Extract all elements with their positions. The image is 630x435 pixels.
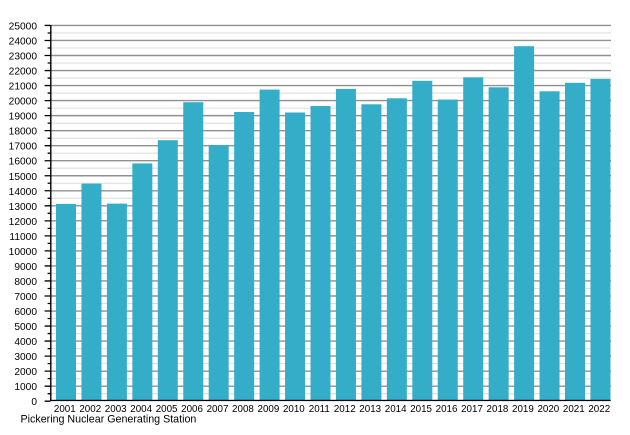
svg-text:2019: 2019 — [512, 404, 534, 415]
svg-text:25000: 25000 — [9, 21, 38, 32]
svg-text:2008: 2008 — [232, 404, 254, 415]
svg-text:2011: 2011 — [309, 404, 330, 415]
svg-text:2010: 2010 — [283, 404, 305, 415]
svg-text:2022: 2022 — [588, 404, 610, 415]
svg-text:2009: 2009 — [258, 404, 280, 415]
svg-text:2002: 2002 — [79, 404, 101, 415]
svg-text:4000: 4000 — [14, 337, 37, 348]
svg-text:15000: 15000 — [9, 172, 38, 183]
svg-text:Pickering Nuclear Generating S: Pickering Nuclear Generating Station — [21, 414, 197, 426]
svg-text:3000: 3000 — [14, 352, 37, 363]
svg-text:21000: 21000 — [9, 82, 38, 93]
svg-text:2020: 2020 — [537, 404, 559, 415]
svg-text:9000: 9000 — [14, 262, 37, 273]
svg-text:2013: 2013 — [359, 404, 381, 415]
svg-text:12000: 12000 — [9, 217, 38, 228]
svg-text:6000: 6000 — [14, 307, 37, 318]
svg-text:2016: 2016 — [436, 404, 458, 415]
svg-text:23000: 23000 — [9, 52, 38, 63]
svg-text:10000: 10000 — [9, 247, 38, 258]
svg-text:7000: 7000 — [14, 292, 37, 303]
svg-text:5000: 5000 — [14, 322, 37, 333]
svg-text:2017: 2017 — [461, 404, 483, 415]
svg-text:20000: 20000 — [9, 97, 38, 108]
svg-text:2004: 2004 — [130, 404, 152, 415]
svg-text:2021: 2021 — [563, 404, 585, 415]
svg-text:24000: 24000 — [9, 37, 38, 48]
svg-text:2014: 2014 — [385, 404, 407, 415]
svg-text:8000: 8000 — [14, 277, 37, 288]
svg-text:2018: 2018 — [487, 404, 509, 415]
svg-text:19000: 19000 — [9, 112, 38, 123]
svg-text:2012: 2012 — [334, 404, 356, 415]
svg-text:1000: 1000 — [14, 382, 37, 393]
svg-text:17000: 17000 — [9, 142, 38, 153]
svg-text:2006: 2006 — [181, 404, 203, 415]
svg-text:18000: 18000 — [9, 127, 38, 138]
svg-text:2007: 2007 — [207, 404, 229, 415]
svg-text:14000: 14000 — [9, 187, 38, 198]
svg-text:13000: 13000 — [9, 202, 38, 213]
svg-text:2003: 2003 — [105, 404, 127, 415]
svg-text:16000: 16000 — [9, 157, 38, 168]
svg-text:2001: 2001 — [54, 404, 76, 415]
svg-text:22000: 22000 — [9, 67, 38, 78]
svg-text:2000: 2000 — [14, 367, 37, 378]
svg-text:0: 0 — [31, 397, 37, 408]
svg-text:11000: 11000 — [9, 232, 37, 243]
svg-text:2005: 2005 — [156, 404, 178, 415]
svg-text:2015: 2015 — [410, 404, 432, 415]
